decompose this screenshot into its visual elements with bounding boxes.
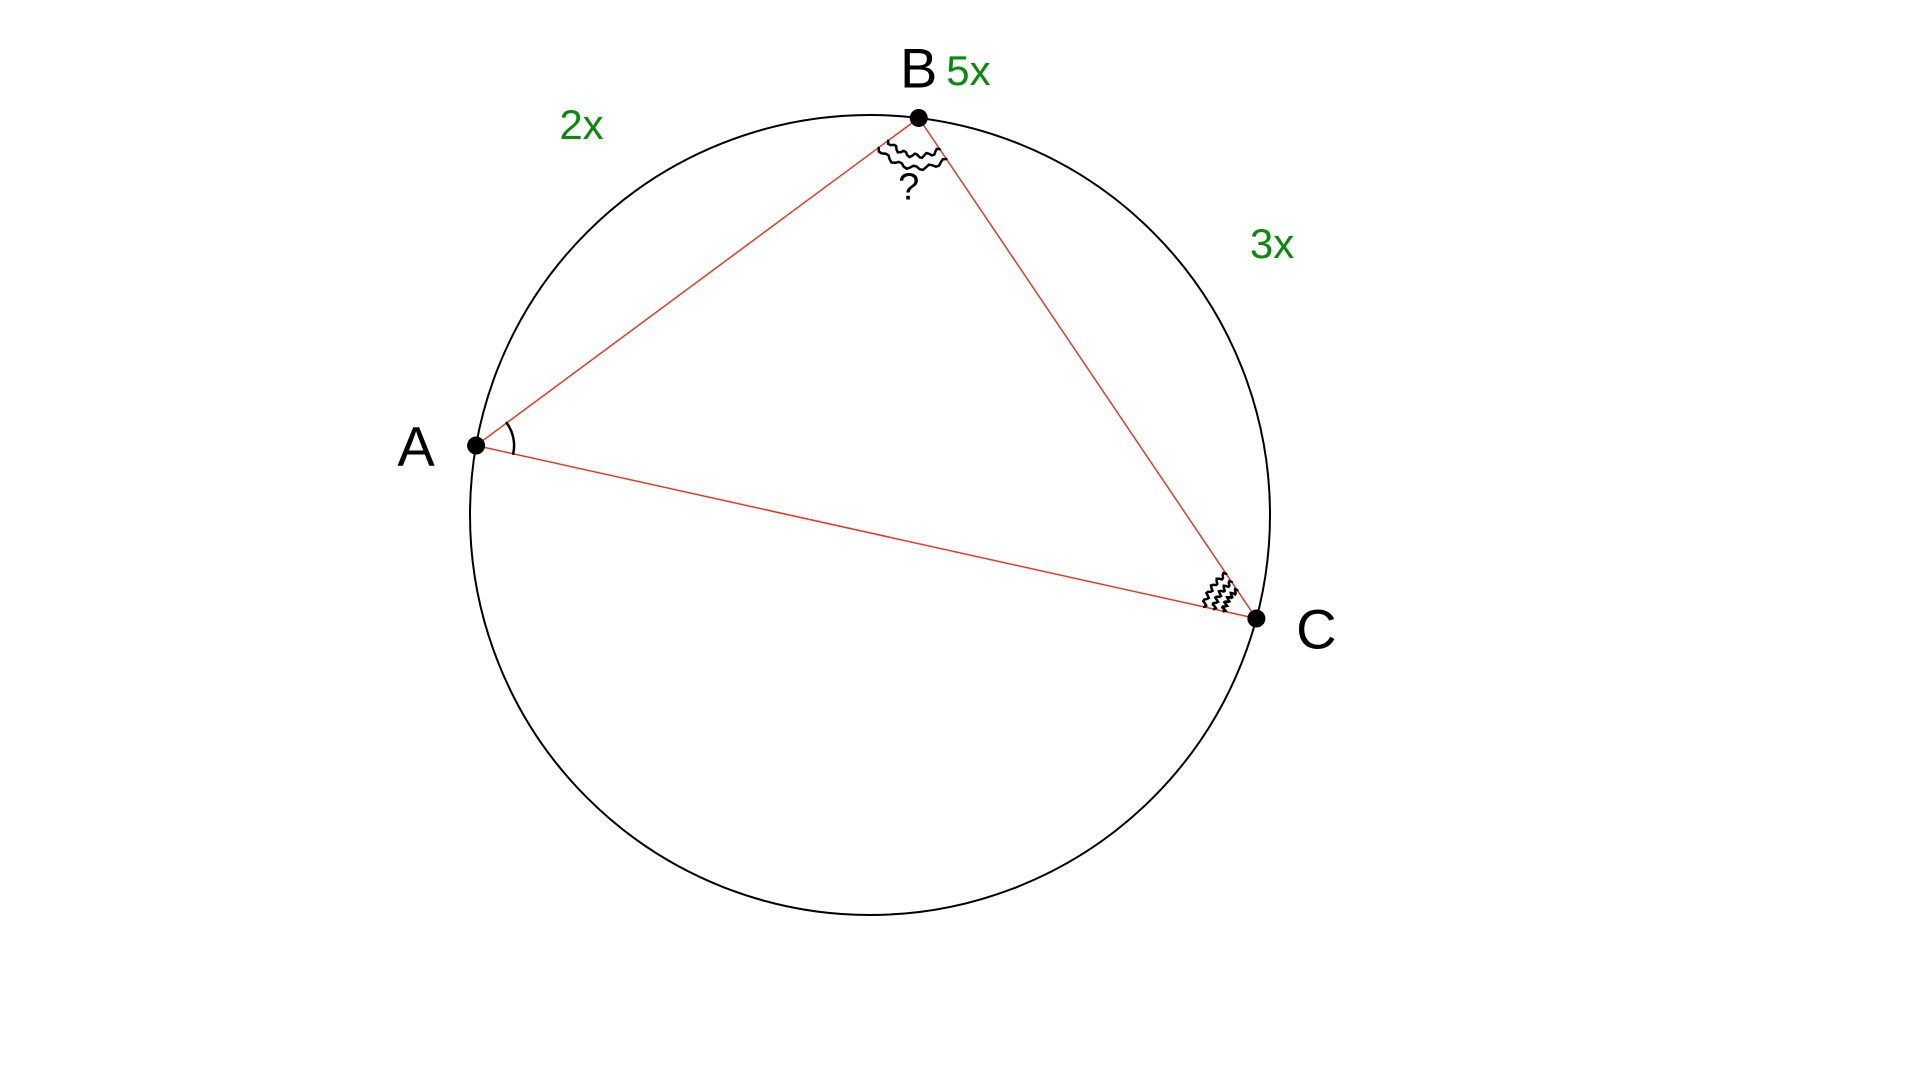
arc-label-bc: 3x (1250, 220, 1294, 268)
vertex-label-c: C (1296, 596, 1336, 661)
vertex-label-b: B (900, 35, 937, 100)
arc-label-ca: 5x (946, 47, 990, 95)
diagram-stage: A B C 2x 3x 5x ? (0, 0, 1920, 1080)
diagram-svg (0, 0, 1920, 1080)
arc-label-ab: 2x (559, 101, 603, 149)
question-mark: ? (898, 166, 919, 209)
vertex-label-a: A (397, 413, 434, 478)
